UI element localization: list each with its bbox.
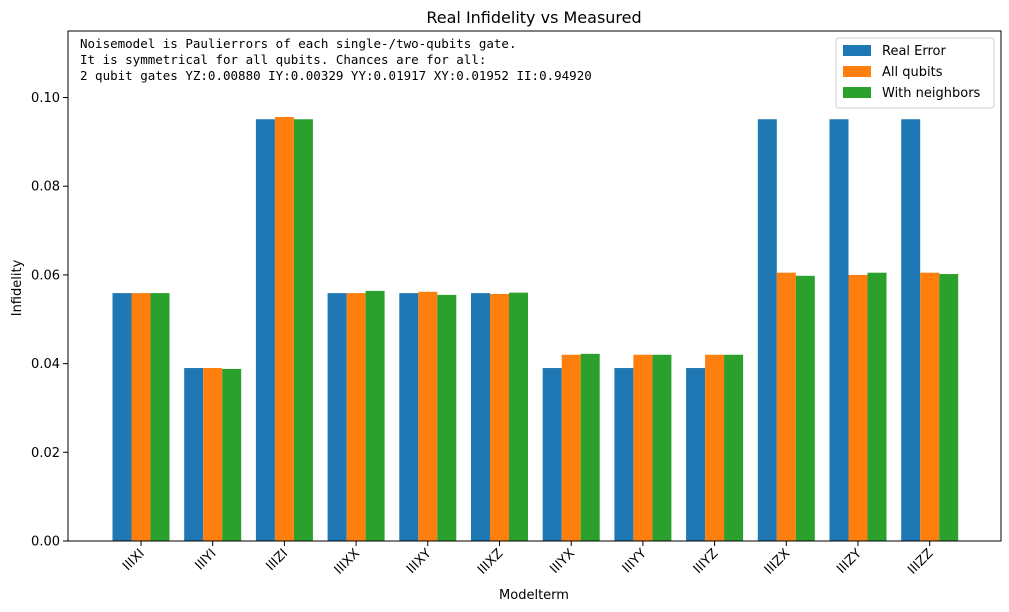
- bar-all-qubits-iiizi: [274, 117, 294, 541]
- bar-with-neighbors-iiizx: [795, 275, 815, 541]
- legend-box: [835, 37, 995, 109]
- annotation-line-2: It is symmetrical for all qubits. Chance…: [80, 52, 486, 67]
- legend-label-with-neighbors: With neighbors: [882, 86, 981, 101]
- bar-real-error-iiizz: [901, 119, 921, 541]
- x-axis-label: Modelterm: [499, 588, 569, 603]
- bar-real-error-iiizi: [255, 119, 275, 541]
- y-tick-label: 0.04: [31, 357, 60, 372]
- bar-with-neighbors-iiizy: [867, 272, 887, 541]
- bar-all-qubits-iiizx: [776, 272, 796, 541]
- bar-all-qubits-iiizz: [920, 272, 940, 541]
- y-tick-label: 0.00: [31, 535, 60, 550]
- bar-real-error-iiixx: [327, 293, 347, 541]
- bar-real-error-iiizx: [757, 119, 777, 541]
- bar-with-neighbors-iiixx: [365, 290, 385, 541]
- bar-all-qubits-iiixi: [131, 293, 151, 541]
- bar-with-neighbors-iiixi: [150, 293, 170, 541]
- bar-all-qubits-iiixy: [418, 291, 438, 541]
- y-axis: 0.00 0.02 0.04 0.06 0.08 0.10: [31, 91, 68, 550]
- bar-real-error-iiiyz: [686, 368, 706, 541]
- y-tick-label: 0.02: [31, 446, 60, 461]
- bar-real-error-iiizy: [829, 119, 849, 541]
- bar-real-error-iiixz: [471, 293, 490, 541]
- bar-all-qubits-iiizy: [848, 274, 868, 541]
- annotation-line-1: Noisemodel is Paulierrors of each single…: [80, 36, 517, 51]
- y-axis-label: Infidelity: [10, 259, 25, 316]
- bar-with-neighbors-iiiyy: [652, 354, 672, 541]
- legend-swatch-all-qubits: [843, 66, 871, 77]
- legend: Real Error All qubits With neighbors: [835, 37, 995, 109]
- legend-swatch-with-neighbors: [843, 87, 871, 98]
- bar-with-neighbors-iiizz: [939, 274, 959, 541]
- bar-with-neighbors-iiiyi: [222, 368, 242, 541]
- bar-real-error-iiixy: [399, 293, 419, 541]
- bar-real-error-iiixi: [112, 293, 132, 541]
- bar-with-neighbors-iiizi: [293, 119, 313, 541]
- bar-with-neighbors-iiiyx: [580, 353, 600, 541]
- y-tick-label: 0.10: [31, 91, 60, 106]
- bar-all-qubits-iiixz: [490, 293, 509, 541]
- bar-with-neighbors-iiiyz: [724, 354, 744, 541]
- legend-swatch-real-error: [843, 45, 871, 56]
- bar-all-qubits-iiiyz: [705, 354, 725, 541]
- y-tick-label: 0.06: [31, 268, 60, 283]
- bar-all-qubits-iiiyx: [561, 354, 581, 541]
- bar-with-neighbors-iiixz: [509, 292, 528, 541]
- legend-label-real-error: Real Error: [882, 44, 947, 59]
- annotation-line-3: 2 qubit gates YZ:0.00880 IY:0.00329 YY:0…: [80, 68, 592, 83]
- bar-real-error-iiiyx: [542, 368, 562, 541]
- annotation-box: Noisemodel is Paulierrors of each single…: [80, 36, 592, 83]
- bar-with-neighbors-iiixy: [437, 294, 457, 541]
- bar-real-error-iiiyy: [614, 368, 634, 541]
- bar-all-qubits-iiiyi: [203, 368, 223, 541]
- chart-title: Real Infidelity vs Measured: [426, 8, 641, 27]
- bars-group: [112, 117, 959, 541]
- bar-all-qubits-iiiyy: [633, 354, 653, 541]
- legend-label-all-qubits: All qubits: [882, 65, 943, 80]
- y-tick-label: 0.08: [31, 180, 60, 195]
- plot-frame: [67, 30, 1002, 542]
- bar-real-error-iiiyi: [184, 368, 204, 541]
- bar-all-qubits-iiixx: [346, 293, 366, 541]
